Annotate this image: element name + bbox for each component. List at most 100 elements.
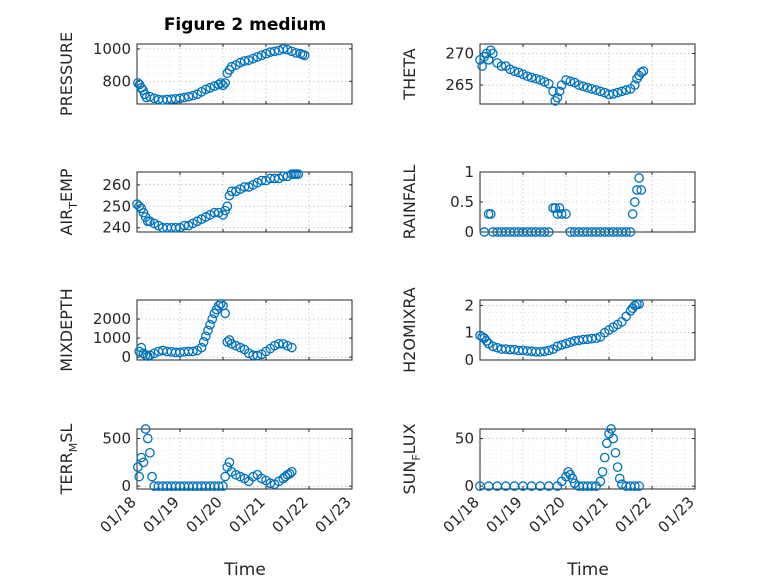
y-tick-label: 270 [445,44,474,62]
y-axis-label: MIXDEPTH [57,288,76,371]
data-point [198,337,209,347]
data-point [252,52,263,62]
y-axis-label-main: MIXDEPTH [57,288,76,371]
data-point [226,338,237,349]
y-tick-label: 260 [102,176,131,194]
y-axis-label-main: PRESSURE [57,32,76,116]
data-point [629,481,640,491]
y-tick-label: 0 [464,223,474,241]
data-point [614,473,625,484]
data-point [554,86,565,97]
data-point [608,433,619,444]
data-point [256,473,267,484]
y-tick-label: 0.5 [450,193,474,211]
x-axis-label-right: Time [566,560,609,580]
data-point [629,197,640,207]
data-point [485,209,496,219]
data-point [235,342,246,353]
data-point [629,80,640,90]
data-point [539,346,550,357]
data-point [142,433,153,444]
y-tick-label: 0 [121,348,131,366]
y-tick-label: 0 [464,477,474,495]
data-point [218,80,228,91]
data-point [261,48,271,59]
y-axis-label: H2OMIXRA [400,287,419,373]
plot-background [480,172,695,232]
data-point [282,340,293,351]
subplot-terr: 0 500 01/18 01/19 01/20 01/21 01/22 01/23 TERRMS… [57,424,355,537]
data-point [145,350,155,361]
data-point [216,298,226,309]
data-point [134,471,144,482]
data-point [561,338,571,349]
data-point [552,92,563,103]
data-point [220,78,230,88]
axes-box [479,299,696,361]
data-point [595,476,606,487]
y-tick-label: 800 [102,72,131,90]
y-axis-label-main: RAINFALL [400,165,419,240]
y-tick-label: 265 [445,76,474,94]
axes-box [136,299,353,361]
data-point [496,61,507,71]
data-point [543,227,554,237]
data-point [518,69,528,80]
y-axis-label: TERRMSL [57,424,80,496]
data-point [235,471,246,482]
data-point [513,67,524,78]
data-point [200,84,211,95]
data-point [269,46,280,57]
data-point [543,78,554,89]
y-axis-label-main: TERR [57,452,76,495]
plot-background [137,44,352,104]
y-axis-label: RAINFALL [400,165,419,240]
data-point [145,447,155,458]
data-point [586,83,597,94]
data-point [286,467,297,477]
data-point [621,85,632,95]
data-point [179,220,190,231]
subplot-rainfall: 0 0.5 1 RAINFALL [400,163,696,241]
data-point [216,78,226,88]
x-tick-label: 01/19 [483,493,526,536]
data-point [183,91,194,102]
x-tick-label: 01/22 [612,493,655,536]
data-point [625,227,636,237]
plot-background [480,300,695,360]
data-point [505,64,515,75]
data-point [239,56,250,66]
data-point [282,44,293,55]
data-point [145,91,155,102]
plot-background [480,44,695,104]
axes-box [479,428,696,490]
data-point [226,186,237,197]
y-axis-label-main: SUN [400,461,419,495]
data-point [597,467,608,477]
x-tick-label: 01/19 [140,493,183,536]
y-axis-label-main: AIR [57,209,76,236]
data-point [543,345,554,356]
data-point [243,55,254,66]
subplot-pressure: 800 1000 PRESSURE [57,32,353,116]
data-point [561,209,571,219]
data-point [481,336,492,346]
data-point [213,300,224,311]
data-point [591,85,601,95]
data-point [634,481,644,491]
data-point [634,299,644,309]
data-point [627,209,638,219]
data-point [599,452,610,463]
data-point [526,72,537,83]
data-point [601,438,612,449]
data-point [634,173,644,183]
x-tick-label: 01/21 [226,493,269,536]
data-point [632,185,642,195]
y-tick-label: 240 [102,219,131,237]
data-point [539,77,550,87]
y-tick-label: 50 [455,430,474,448]
data-point [284,468,295,479]
plot-background [480,429,695,489]
y-axis-label: PRESSURE [57,32,76,116]
